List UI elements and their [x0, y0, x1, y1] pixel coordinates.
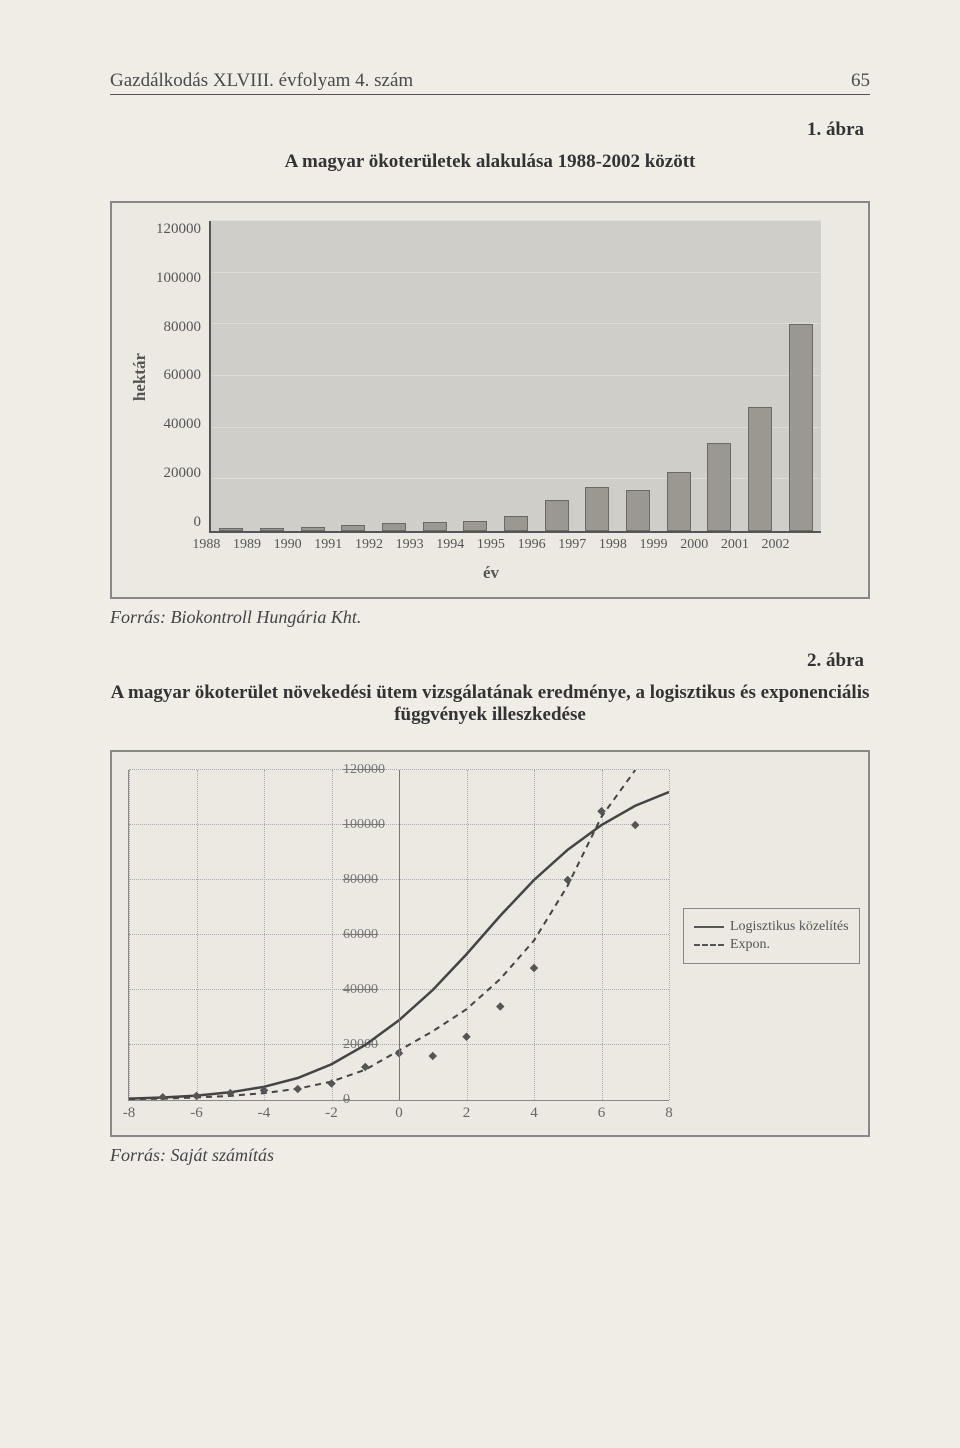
- figure2-chart: 120000100000800006000040000200000-8-6-4-…: [128, 770, 852, 1101]
- chart2-data-point: [192, 1092, 200, 1100]
- chart1-bar: [301, 527, 325, 531]
- chart1-xtick: 1992: [349, 537, 390, 553]
- page-header: Gazdálkodás XLVIII. évfolyam 4. szám 65: [110, 70, 870, 95]
- chart2-line-expon: [129, 770, 635, 1099]
- chart2-xtick: 8: [665, 1105, 673, 1122]
- chart2-plot-block: 120000100000800006000040000200000-8-6-4-…: [128, 770, 669, 1101]
- legend-dash-icon: [694, 944, 724, 946]
- chart2-axis-y: [399, 770, 400, 1100]
- chart1-xtick: 1999: [633, 537, 674, 553]
- figure2-label: 2. ábra: [110, 650, 864, 672]
- chart2-data-point: [530, 964, 538, 972]
- figure2-title: A magyar ökoterület növekedési ütem vizs…: [110, 682, 870, 726]
- chart1-bar: [219, 528, 243, 531]
- chart1-bar: [504, 516, 528, 532]
- chart1-xticks: 1988198919901991199219931994199519961997…: [186, 533, 796, 553]
- chart1-gridline: [211, 220, 821, 221]
- chart1-bar: [423, 522, 447, 531]
- chart1-xtick: 1995: [471, 537, 512, 553]
- chart1-gridline: [211, 427, 821, 428]
- chart1-xtick: 1996: [511, 537, 552, 553]
- chart2-plot-row: 120000100000800006000040000200000-8-6-4-…: [128, 770, 852, 1101]
- chart2-xtick: -8: [123, 1105, 136, 1122]
- chart1-bar: [789, 324, 813, 531]
- chart1-ytick: 40000: [156, 416, 201, 433]
- source-text: Saját számítás: [166, 1145, 274, 1165]
- chart1-xtick: 1993: [389, 537, 430, 553]
- chart2-plot-area: 120000100000800006000040000200000-8-6-4-…: [128, 770, 669, 1101]
- chart2-xtick: 4: [530, 1105, 538, 1122]
- chart2-gridline-v: [669, 770, 670, 1100]
- chart2-xtick: -6: [190, 1105, 203, 1122]
- legend-row-expon: Expon.: [694, 937, 849, 953]
- chart1-bar: [545, 500, 569, 531]
- source-text: Biokontroll Hungária Kht.: [166, 607, 361, 627]
- chart1-bar: [260, 528, 284, 531]
- figure1-label: 1. ábra: [110, 119, 864, 141]
- chart1-gridline: [211, 375, 821, 376]
- chart1-ytick: 100000: [156, 270, 201, 287]
- chart2-data-point: [564, 876, 572, 884]
- chart1-xtick: 2001: [715, 537, 756, 553]
- source-label: Forrás:: [110, 1145, 166, 1165]
- chart2-xtick: 6: [598, 1105, 606, 1122]
- chart1-bar: [748, 407, 772, 531]
- legend-label-logistic: Logisztikus közelítés: [730, 919, 849, 935]
- chart1-ytick: 80000: [156, 319, 201, 336]
- page: Gazdálkodás XLVIII. évfolyam 4. szám 65 …: [0, 0, 960, 1448]
- chart1-ytick: 120000: [156, 221, 201, 238]
- chart1-bar: [382, 523, 406, 531]
- chart1-xlabel: év: [186, 563, 796, 583]
- legend-row-logistic: Logisztikus közelítés: [694, 919, 849, 935]
- chart2-xtick: -2: [325, 1105, 338, 1122]
- chart2-data-point: [631, 821, 639, 829]
- chart2-data-point: [327, 1079, 335, 1087]
- chart2-legend: Logisztikus közelítés Expon.: [683, 908, 860, 964]
- chart1-bar: [626, 490, 650, 531]
- chart2-data-point: [294, 1085, 302, 1093]
- chart1-xtick: 1990: [267, 537, 308, 553]
- chart2-data-point: [462, 1033, 470, 1041]
- chart1-ytick: 0: [156, 514, 201, 531]
- chart1-gridline: [211, 323, 821, 324]
- chart1-ytick: 20000: [156, 465, 201, 482]
- chart1-xtick: 1988: [186, 537, 227, 553]
- chart1-gridline: [211, 272, 821, 273]
- chart1-bar: [707, 443, 731, 531]
- journal-title: Gazdálkodás XLVIII. évfolyam 4. szám: [110, 70, 413, 92]
- chart1-plot-wrap: hektár 120000 100000 80000 60000 40000 20000 0: [130, 221, 850, 533]
- chart1-yticks: 120000 100000 80000 60000 40000 20000 0: [156, 221, 209, 531]
- figure2-source: Forrás: Saját számítás: [110, 1145, 870, 1166]
- page-number: 65: [851, 70, 870, 92]
- chart2-data-point: [496, 1002, 504, 1010]
- chart2-xtick: 2: [463, 1105, 471, 1122]
- chart1-xtick: 1989: [227, 537, 268, 553]
- chart1-xtick: 2000: [674, 537, 715, 553]
- figure2-frame: 120000100000800006000040000200000-8-6-4-…: [110, 750, 870, 1137]
- chart1-xtick: 1997: [552, 537, 593, 553]
- chart1-ylabel: hektár: [130, 353, 150, 401]
- legend-label-expon: Expon.: [730, 937, 770, 953]
- chart2-xtick: 0: [395, 1105, 403, 1122]
- chart1-xtick: 1998: [593, 537, 634, 553]
- chart1-plot-area: [209, 221, 821, 533]
- legend-line-icon: [694, 926, 724, 928]
- chart1-bar: [585, 487, 609, 531]
- chart1-xtick: 2002: [755, 537, 796, 553]
- source-label: Forrás:: [110, 607, 166, 627]
- chart1-bar: [667, 472, 691, 531]
- chart1-xtick: 1991: [308, 537, 349, 553]
- chart1-xtick: 1994: [430, 537, 471, 553]
- chart2-data-point: [429, 1052, 437, 1060]
- figure1-frame: hektár 120000 100000 80000 60000 40000 20000 0…: [110, 201, 870, 599]
- figure1-chart: hektár 120000 100000 80000 60000 40000 20000 0…: [130, 221, 850, 583]
- chart1-ytick: 60000: [156, 367, 201, 384]
- figure1-source: Forrás: Biokontroll Hungária Kht.: [110, 607, 870, 628]
- chart1-bar: [463, 521, 487, 531]
- figure1-title: A magyar ökoterületek alakulása 1988-200…: [110, 151, 870, 173]
- chart2-xtick: -4: [258, 1105, 271, 1122]
- chart1-bar: [341, 525, 365, 531]
